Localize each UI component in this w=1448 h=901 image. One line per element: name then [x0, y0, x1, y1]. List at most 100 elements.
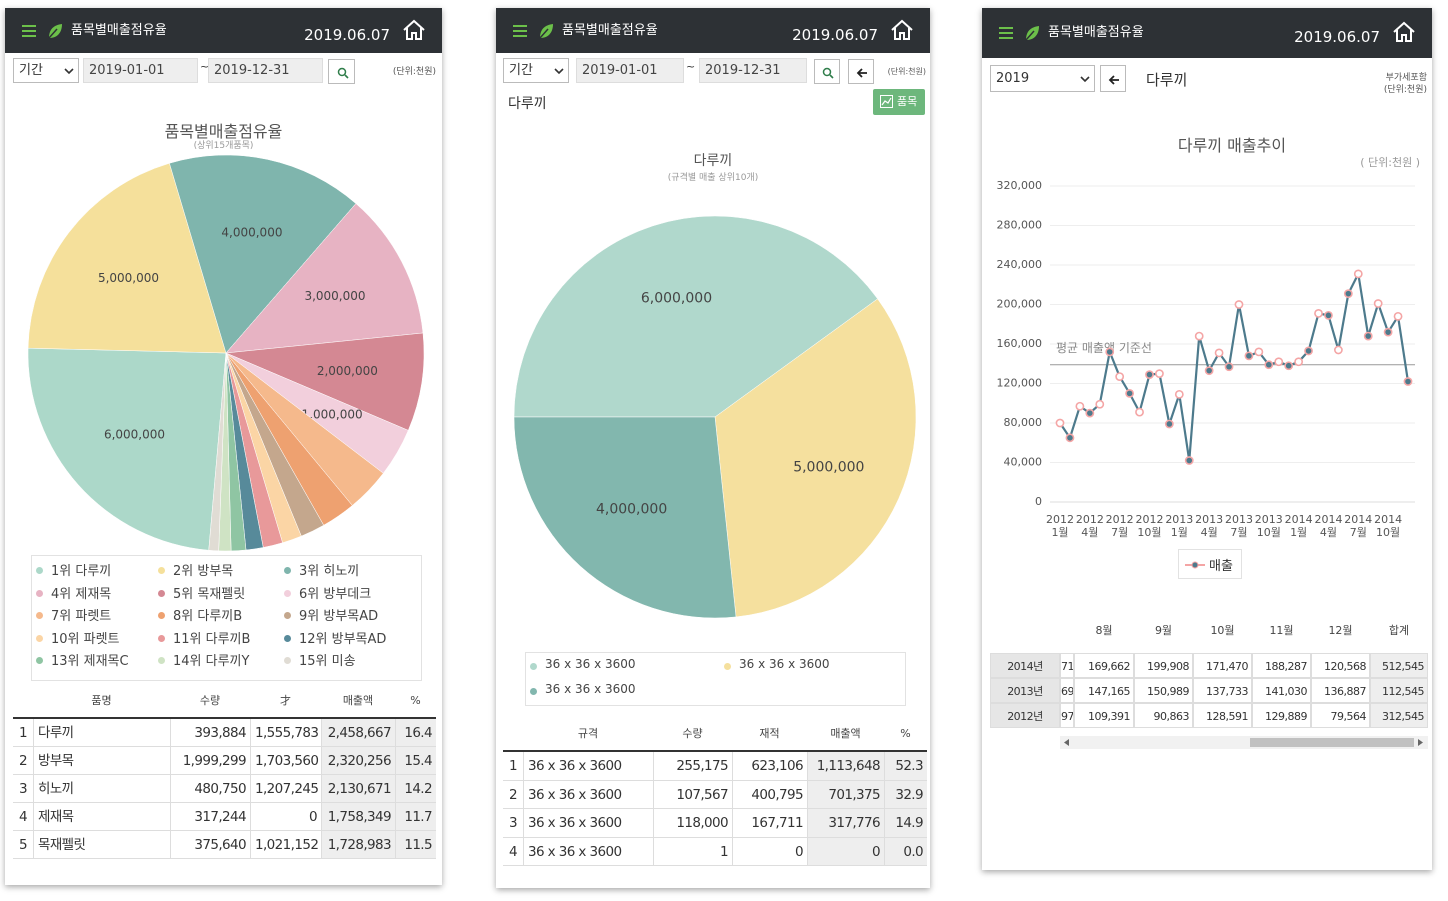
- pie-slice: [225, 203, 424, 354]
- table-cell: 118,000: [653, 809, 732, 838]
- leaf-icon: [48, 23, 62, 38]
- header-date: 2019.06.07: [304, 25, 390, 44]
- table-head-rule: [503, 750, 927, 752]
- range-separator: ~: [686, 60, 696, 73]
- search-button[interactable]: [328, 59, 355, 84]
- data-point: [1393, 311, 1403, 321]
- table-header: 재적: [759, 727, 780, 740]
- table-cell: 147,165: [1074, 678, 1134, 703]
- year-select[interactable]: 2019: [990, 65, 1095, 92]
- horizontal-scrollbar[interactable]: [1060, 736, 1428, 749]
- scrollbar-thumb[interactable]: [1250, 738, 1414, 747]
- pie-slice: [225, 332, 425, 431]
- series-line: [1059, 270, 1410, 461]
- table-cell: 4: [503, 838, 523, 866]
- legend-label: 1위 다루끼: [51, 564, 112, 579]
- slice-label: 2,000,000: [317, 364, 378, 378]
- legend-label: 14위 다루끼Y: [173, 654, 250, 669]
- header-title: 품목별매출점유율: [71, 23, 167, 38]
- table-cell: 2: [503, 781, 523, 809]
- home-button[interactable]: [402, 19, 426, 41]
- data-point: [1264, 360, 1274, 370]
- date-to[interactable]: 2019-12-31: [699, 58, 807, 83]
- pie-slice: [513, 416, 737, 619]
- slice-label: 4,000,000: [221, 226, 282, 240]
- table-cell: 방부목: [33, 747, 170, 775]
- legend-swatch: [724, 663, 731, 670]
- table-header: 10월: [1210, 624, 1235, 637]
- table-cell: 0: [250, 803, 321, 831]
- table-cell: 32.9: [884, 780, 927, 809]
- table-header: 8월: [1095, 624, 1113, 637]
- table-header: 합계: [1388, 624, 1410, 637]
- home-button[interactable]: [890, 19, 914, 41]
- legend-swatch: [36, 567, 43, 574]
- table-cell: 255,175: [653, 752, 732, 781]
- table-cell: 400,795: [732, 780, 807, 809]
- legend-label: 3위 히노끼: [299, 564, 360, 579]
- data-point: [1085, 408, 1095, 418]
- item-button[interactable]: 품목: [873, 89, 925, 115]
- chart-title: 다루끼 매출추이: [1177, 136, 1287, 155]
- table-cell: 0: [807, 837, 884, 866]
- table-head-rule: [13, 717, 436, 719]
- back-button-icon: [856, 67, 867, 78]
- legend-swatch: [36, 657, 43, 664]
- legend-swatch: [284, 657, 291, 664]
- table-cell: 167,711: [732, 809, 807, 838]
- date-to[interactable]: 2019-12-31: [208, 58, 323, 83]
- reference-label: 평균 매출액 기준선: [1056, 341, 1152, 355]
- legend-swatch: [284, 612, 291, 619]
- scroll-left[interactable]: [1064, 739, 1070, 746]
- x-tick-label: 2013 4월: [1195, 513, 1224, 539]
- leaf-icon: [1025, 26, 1039, 41]
- legend-label: 8위 다루끼B: [173, 609, 243, 624]
- table-cell: 71: [1060, 653, 1074, 678]
- pie-slice: [27, 347, 227, 551]
- period-select[interactable]: 기간: [503, 58, 569, 83]
- unit-label: (단위:천원): [392, 67, 436, 77]
- data-point: [1244, 351, 1254, 361]
- legend-swatch: [36, 634, 43, 642]
- table-cell: 1,555,783: [250, 719, 321, 747]
- legend-label: 9위 방부목AD: [299, 609, 379, 624]
- legend-label: 4위 제재목: [51, 586, 112, 602]
- search-button[interactable]: [814, 59, 840, 84]
- back-button[interactable]: [1100, 65, 1126, 92]
- data-point: [1194, 331, 1204, 341]
- chart: 6,000,000 5,000,000 4,000,000: [513, 215, 917, 619]
- data-point: [1314, 308, 1323, 318]
- legend-swatch: [36, 589, 43, 597]
- period-select[interactable]: 기간: [13, 58, 79, 83]
- menu-icon[interactable]: [512, 24, 528, 38]
- legend-label: 15위 미송: [299, 654, 356, 669]
- data-point: [1214, 348, 1224, 358]
- data-point: [1075, 401, 1085, 411]
- date-from[interactable]: 2019-01-01: [576, 58, 684, 83]
- header-title: 품목별매출점유율: [1048, 25, 1144, 40]
- x-tick-label: 2013 7월: [1224, 513, 1253, 539]
- menu-icon[interactable]: [998, 26, 1014, 40]
- table-header: 11월: [1269, 624, 1294, 637]
- legend-swatch: [530, 663, 537, 670]
- table-cell: 312,545: [1370, 703, 1428, 728]
- legend-swatch: [158, 612, 165, 619]
- menu-icon[interactable]: [21, 24, 37, 38]
- pie-slice: [27, 162, 227, 354]
- home-button[interactable]: [1392, 21, 1416, 43]
- date-from[interactable]: 2019-01-01: [83, 58, 198, 83]
- x-tick-label: 2012 1월: [1046, 513, 1074, 539]
- table-cell: 2,320,256: [321, 747, 395, 775]
- slice-label: 5,000,000: [98, 271, 159, 285]
- back-button[interactable]: [848, 59, 874, 84]
- table-cell: 120,568: [1311, 653, 1370, 678]
- data-point: [1304, 346, 1313, 356]
- table-cell: 2,458,667: [321, 719, 395, 747]
- table-cell: 제재목: [33, 803, 170, 831]
- legend-label: 13위 제재목C: [51, 654, 129, 669]
- pie-slice: [169, 154, 357, 354]
- row-header: 2014년: [990, 653, 1060, 678]
- table-cell: 0: [732, 837, 807, 866]
- scroll-right[interactable]: [1418, 739, 1424, 746]
- leaf-icon: [539, 23, 553, 38]
